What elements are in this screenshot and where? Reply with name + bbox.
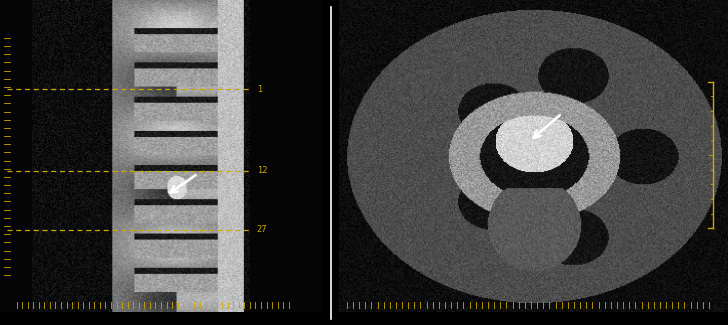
Text: 27: 27 xyxy=(257,225,267,234)
Text: 1: 1 xyxy=(257,85,262,94)
Text: 12: 12 xyxy=(257,166,267,175)
